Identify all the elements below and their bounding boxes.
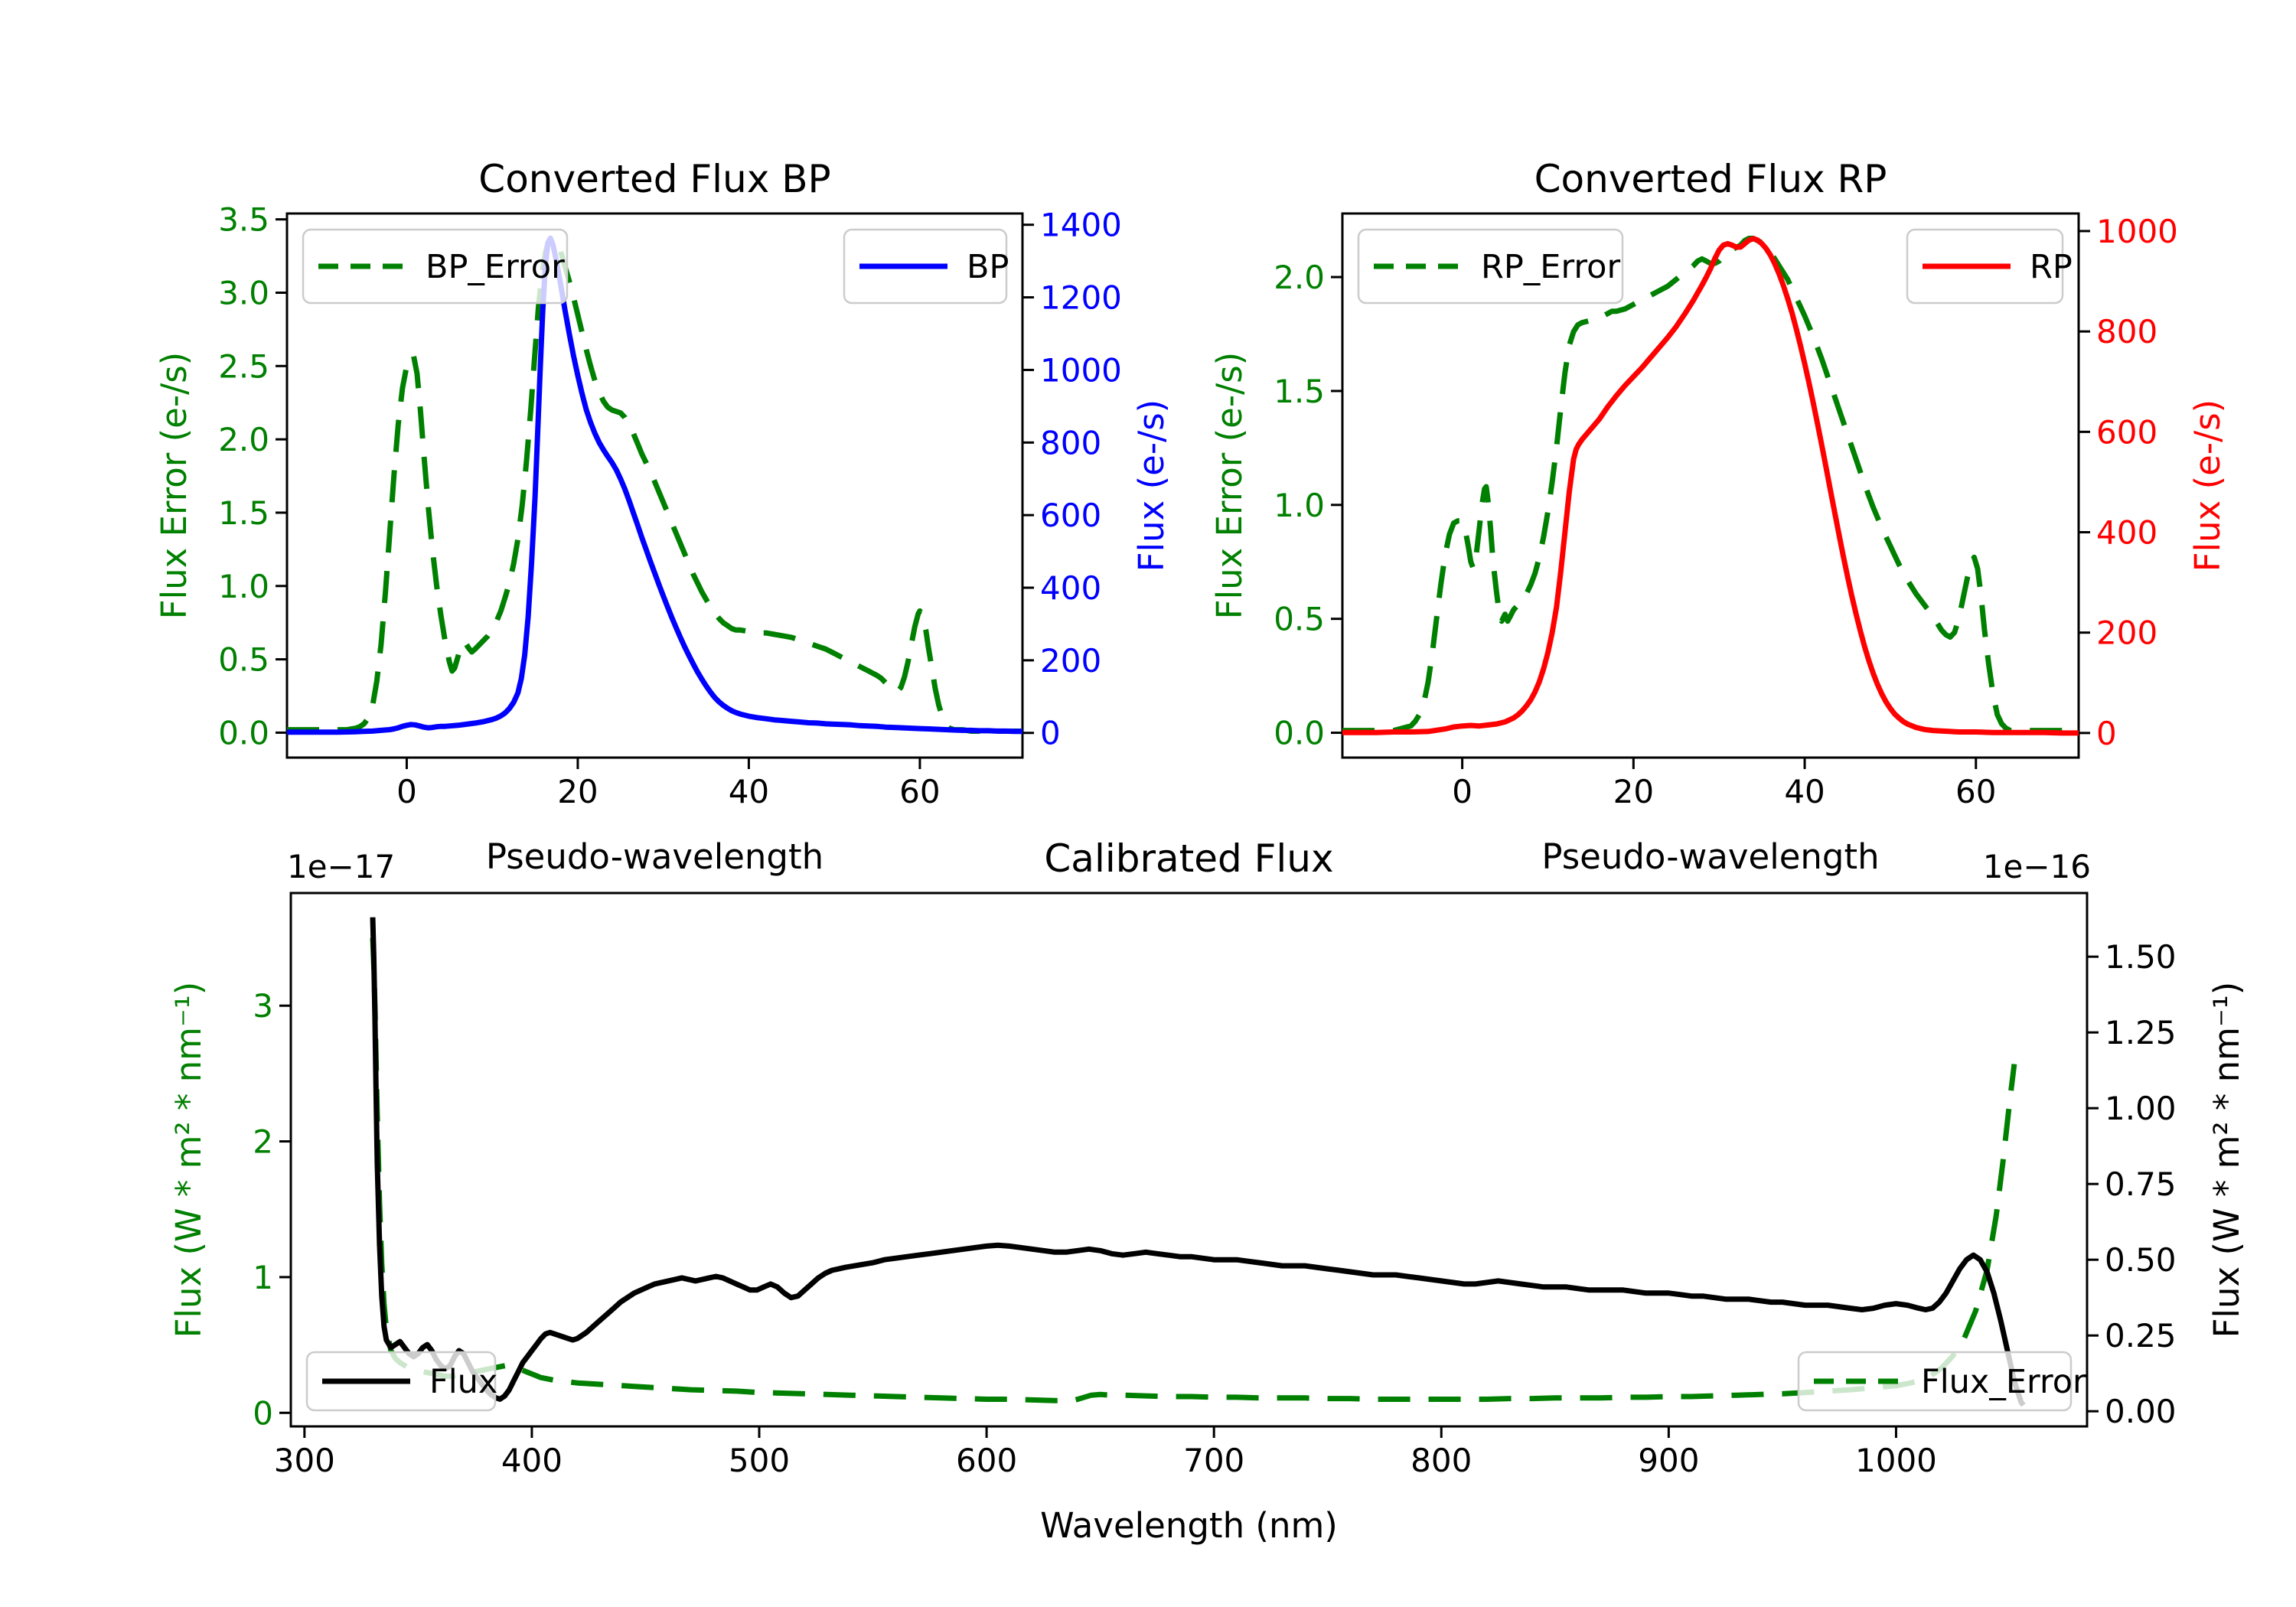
y-tick-label-right: 1.50 <box>2105 938 2177 976</box>
y-tick-label-right: 0.25 <box>2105 1317 2177 1354</box>
y-axis-label-left: Flux Error (e-/s) <box>154 352 194 619</box>
plot-area-rp <box>1341 212 2080 759</box>
x-axis-label: Wavelength (nm) <box>1040 1505 1338 1546</box>
y-tick-label-left: 0.0 <box>218 714 269 751</box>
series-BP_Error <box>287 236 1022 734</box>
y-tick-label-right: 200 <box>2096 614 2157 652</box>
y-tick-label-right: 800 <box>1040 424 1101 461</box>
y-tick-label-left: 3.0 <box>218 274 269 311</box>
legend-label-RP_Error: RP_Error <box>1481 248 1620 286</box>
x-tick-label: 20 <box>557 773 598 810</box>
y-axis-label-right: Flux (W * m² * nm⁻¹) <box>2206 982 2247 1338</box>
y-tick-label-right: 400 <box>1040 569 1101 607</box>
y-tick-label-right: 1000 <box>2096 213 2178 250</box>
y-tick-label-left: 0.0 <box>1274 715 1325 752</box>
y-tick-label-left: 2.5 <box>218 347 269 385</box>
y-tick-label-left: 1.0 <box>218 568 269 605</box>
y-tick-label-right: 800 <box>2096 313 2157 350</box>
y-tick-label-right: 200 <box>1040 642 1101 680</box>
x-tick-label: 300 <box>274 1442 335 1479</box>
x-tick-label: 60 <box>1955 773 1996 810</box>
legend-box-RP_Error <box>1357 228 1624 305</box>
x-tick-label: 0 <box>396 773 417 810</box>
y-tick-label-left: 1.5 <box>218 494 269 532</box>
x-tick-label: 800 <box>1411 1442 1472 1479</box>
y-tick-label-right: 1.00 <box>2105 1090 2177 1127</box>
y-tick-label-left: 2 <box>253 1123 273 1161</box>
y-tick-label-right: 1000 <box>1040 351 1122 389</box>
x-axis-label: Pseudo-wavelength <box>486 836 823 877</box>
y-tick-label-left: 3.5 <box>218 201 269 239</box>
legend-label-Flux_Error: Flux_Error <box>1921 1363 2086 1401</box>
chart-title: Calibrated Flux <box>1044 836 1333 881</box>
x-tick-label: 40 <box>1784 773 1825 810</box>
x-tick-label: 700 <box>1183 1442 1244 1479</box>
legend-label-BP: BP <box>967 248 1009 286</box>
legend-label-Flux: Flux <box>429 1363 497 1401</box>
series-Flux <box>370 917 2026 1407</box>
x-tick-label: 600 <box>956 1442 1017 1479</box>
x-tick-label: 60 <box>899 773 940 810</box>
x-tick-label: 20 <box>1613 773 1654 810</box>
y-tick-label-right: 0 <box>1040 715 1061 752</box>
legend-label-RP: RP <box>2030 248 2073 286</box>
y-tick-label-right: 400 <box>2096 513 2157 551</box>
series-BP <box>287 235 1022 735</box>
y-tick-label-left: 3 <box>253 987 273 1025</box>
x-tick-label: 400 <box>501 1442 563 1479</box>
x-tick-label: 900 <box>1638 1442 1699 1479</box>
plot-area-calibrated <box>289 892 2089 1428</box>
legend-box-BP_Error <box>302 228 569 305</box>
y-tick-label-right: 0.50 <box>2105 1241 2177 1279</box>
legend-label-BP_Error: BP_Error <box>426 248 565 286</box>
y-tick-label-right: 600 <box>1040 497 1101 534</box>
y-tick-label-right: 0.75 <box>2105 1165 2177 1203</box>
x-tick-label: 1000 <box>1855 1442 1937 1479</box>
subplot-rp: 0 20 40 60 0.0 0.5 1.0 1.5 2.0 0 200 400 600 800 1000 C… <box>1209 157 2228 877</box>
y-tick-label-left: 1.5 <box>1274 373 1325 410</box>
chart-title: Converted Flux RP <box>1534 157 1887 201</box>
series-RP <box>1342 236 2079 736</box>
chart-title: Converted Flux BP <box>478 157 830 201</box>
y-tick-label-left: 0 <box>253 1394 273 1432</box>
y-tick-label-left: 1 <box>253 1259 273 1296</box>
right-axis-offset-text: 1e−16 <box>1983 848 2091 885</box>
subplot-bp: 0 20 40 60 0.0 0.5 1.0 1.5 2.0 2.5 3.0 3.5 0 200 400 60… <box>154 157 1172 877</box>
y-tick-label-left: 0.5 <box>218 641 269 679</box>
y-tick-label-right: 0 <box>2096 715 2117 752</box>
y-tick-label-right: 0.00 <box>2105 1393 2177 1430</box>
x-tick-label: 0 <box>1452 773 1473 810</box>
x-tick-label: 500 <box>729 1442 790 1479</box>
y-axis-label-right: Flux (e-/s) <box>2187 399 2228 572</box>
x-tick-label: 40 <box>729 773 769 810</box>
y-axis-label-left: Flux Error (e-/s) <box>1209 352 1250 619</box>
y-tick-label-left: 0.5 <box>1274 601 1325 638</box>
y-tick-label-left: 2.0 <box>218 421 269 458</box>
series-RP_Error <box>1342 236 2079 734</box>
y-axis-label-left: Flux (W * m² * nm⁻¹) <box>168 982 209 1338</box>
x-axis-label: Pseudo-wavelength <box>1541 836 1879 877</box>
legend-box-Flux_Error <box>1797 1351 2073 1412</box>
subplot-calibrated: 300 400 500 600 700 800 900 1000 0 1 2 3 0.00 0.25 0.5… <box>168 836 2247 1546</box>
y-tick-label-left: 1.0 <box>1274 487 1325 524</box>
y-tick-label-right: 1200 <box>1040 279 1122 317</box>
left-axis-offset-text: 1e−17 <box>287 848 395 885</box>
y-tick-label-left: 2.0 <box>1274 259 1325 296</box>
y-tick-label-right: 600 <box>2096 413 2157 451</box>
y-tick-label-right: 1.25 <box>2105 1014 2177 1051</box>
y-axis-label-right: Flux (e-/s) <box>1131 399 1172 572</box>
y-tick-label-right: 1400 <box>1040 207 1122 244</box>
